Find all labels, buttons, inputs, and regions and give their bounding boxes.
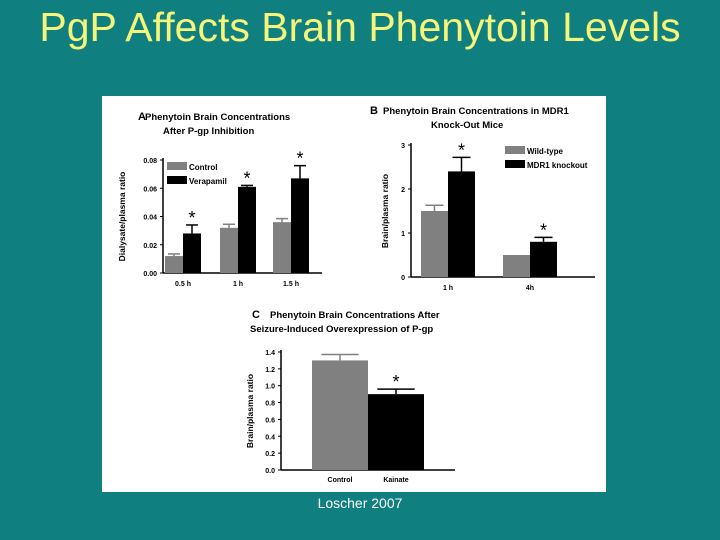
y-tick-label-a: 0.06: [143, 186, 157, 193]
significance-star-a: *: [296, 149, 303, 169]
significance-star-a: *: [243, 168, 250, 188]
y-tick-label-c: 1.2: [265, 367, 275, 374]
bar-a: [291, 178, 309, 273]
bar-a: [238, 186, 256, 273]
x-tick-label-a: 1.5 h: [283, 281, 299, 288]
y-tick-label-c: 1.4: [265, 350, 275, 357]
citation-caption: Loscher 2007: [317, 495, 403, 511]
chart-title-a: Phenytoin Brain Concentrations: [145, 112, 290, 123]
x-tick-label-c: Control: [328, 477, 353, 484]
y-tick-label-a: 0.00: [143, 271, 157, 278]
y-tick-label-c: 0.4: [265, 434, 275, 441]
significance-star-a: *: [188, 208, 195, 228]
y-tick-label-b: 2: [401, 187, 405, 194]
y-tick-label-c: 1.0: [265, 384, 275, 391]
y-axis-label-a: Dialysate/plasma ratio: [117, 172, 127, 262]
panel-letter-a: A: [138, 111, 146, 123]
bar-b: [503, 255, 530, 277]
y-tick-label-c: 0.6: [265, 417, 275, 424]
chart-title-b: Knock-Out Mice: [431, 120, 503, 131]
legend-swatch-b: [505, 160, 525, 168]
legend-swatch-a: [167, 176, 187, 184]
y-tick-label-c: 0.2: [265, 451, 275, 458]
y-tick-label-b: 3: [401, 143, 405, 150]
y-tick-label-b: 0: [401, 275, 405, 282]
panel-letter-c: C: [252, 309, 260, 321]
x-tick-label-a: 1 h: [233, 281, 243, 288]
chart-title-c: Seizure-Induced Overexpression of P-gp: [250, 324, 433, 335]
significance-star-b: *: [458, 140, 465, 160]
bar-a: [220, 227, 238, 273]
bar-a: [165, 256, 183, 273]
chart-title-b: Phenytoin Brain Concentrations in MDR1: [383, 106, 570, 117]
y-tick-label-c: 0.8: [265, 401, 275, 408]
chart-title-c: Phenytoin Brain Concentrations After: [270, 310, 440, 321]
slide-title: PgP Affects Brain Phenytoin Levels: [39, 4, 681, 50]
x-tick-label-b: 4h: [526, 285, 534, 292]
bar-a: [273, 222, 291, 273]
legend-label-a: Verapamil: [189, 177, 227, 186]
significance-star-c: *: [392, 372, 399, 392]
y-axis-label-b: Brain/plasma ratio: [380, 174, 390, 248]
y-tick-label-a: 0.04: [143, 215, 157, 222]
bar-b: [448, 171, 475, 277]
significance-star-b: *: [540, 220, 547, 240]
legend-swatch-a: [167, 162, 187, 170]
x-tick-label-b: 1 h: [443, 285, 453, 292]
y-tick-label-a: 0.02: [143, 243, 157, 250]
y-tick-label-c: 0.0: [265, 468, 275, 475]
chart-title-a: After P-gp Inhibition: [163, 126, 254, 137]
y-axis-label-c: Brain/plasma ratio: [245, 374, 255, 448]
legend-label-a: Control: [189, 163, 217, 172]
bar-c: [312, 360, 368, 470]
bar-b: [421, 211, 448, 277]
legend-label-b: Wild-type: [527, 147, 563, 156]
bar-b: [530, 241, 557, 277]
panel-letter-b: B: [370, 105, 378, 117]
bar-c: [368, 394, 424, 470]
x-tick-label-c: Kainate: [383, 477, 408, 484]
legend-label-b: MDR1 knockout: [527, 161, 588, 170]
y-tick-label-b: 1: [401, 231, 405, 238]
bar-a: [183, 233, 201, 273]
x-tick-label-a: 0.5 h: [175, 281, 191, 288]
y-tick-label-a: 0.08: [143, 158, 157, 165]
legend-swatch-b: [505, 146, 525, 154]
